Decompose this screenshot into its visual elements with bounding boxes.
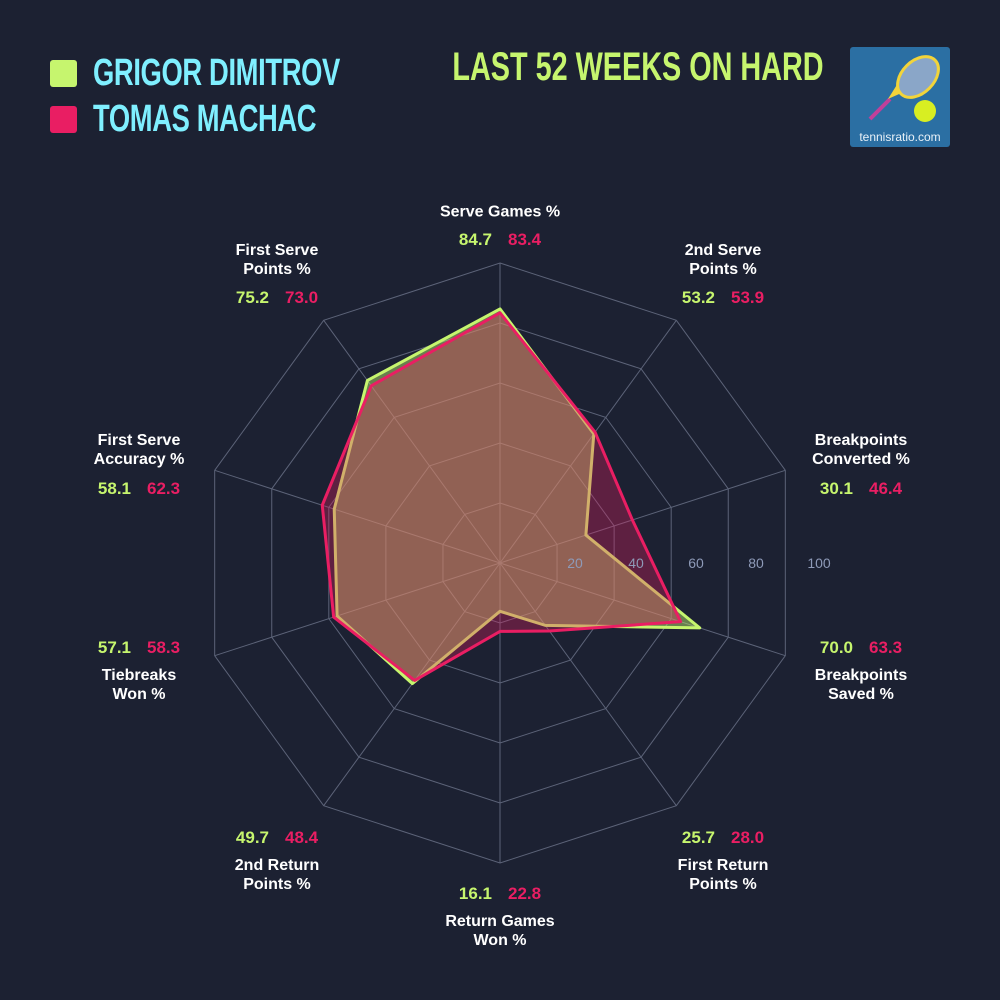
value-dimitrov: 25.7 [681,828,715,847]
tick-label-60: 60 [688,555,704,571]
axis-label-line: Points % [689,261,757,278]
axis-label-line: Converted % [812,451,910,468]
axis-label-line: Tiebreaks [101,667,177,684]
axis-label-3: Breakpoints Converted % [812,431,910,469]
axis-label-line: Saved % [828,686,894,703]
value-dimitrov: 84.7 [458,230,492,249]
value-machac: 62.3 [147,479,181,498]
value-machac: 28.0 [731,828,765,847]
axis-label-line: Return Games [445,913,555,930]
axis-label-4: Breakpoints Saved % [815,666,907,704]
axis-line-10 [323,320,501,564]
value-dimitrov: 57.1 [97,638,131,657]
axis-label-line: 2nd Return [234,857,320,874]
axis-label-line: Serve Games % [439,203,561,221]
axis-label-line: First Return [677,857,769,874]
axis-line-2 [499,320,677,564]
tick-label-100: 100 [807,555,831,571]
axis-label-line: Accuracy % [93,451,185,468]
value-labels-7: 49.7 48.4 [228,828,326,848]
tick-label-80: 80 [748,555,764,571]
axis-label-line: Breakpoints [814,667,908,684]
axis-label-line: Points % [689,876,757,893]
legend-item-2: TOMAS MACHAC [50,96,436,142]
value-labels-3: 30.1 46.4 [812,479,910,499]
value-machac: 22.8 [508,884,542,903]
legend-swatch-2 [50,105,77,133]
axis-label-6: Return Games Won % [445,912,554,950]
legend: GRIGOR DIMITROV TOMAS MACHAC [50,50,436,142]
value-machac: 46.4 [869,479,903,498]
tennisratio-logo: tennisratio.com [850,47,950,147]
legend-label-1: GRIGOR DIMITROV [93,51,340,94]
value-machac: 63.3 [869,638,903,657]
axis-label-7: 2nd Return Points % [235,856,319,894]
value-labels-9: 58.1 62.3 [90,479,188,499]
axis-label-line: Points % [243,876,311,893]
value-dimitrov: 58.1 [97,479,131,498]
axis-line-4 [499,562,786,657]
value-machac: 83.4 [508,230,542,249]
value-dimitrov: 53.2 [681,288,715,307]
axis-label-line: First Serve [235,242,319,259]
value-machac: 53.9 [731,288,765,307]
chart-title: LAST 52 WEEKS ON HARD [452,45,824,89]
value-dimitrov: 75.2 [235,288,269,307]
series-fill-machac [322,312,681,681]
series-area-dimitrov [332,307,702,686]
axis-label-line: First Serve [97,432,181,449]
series-line-machac [320,311,683,682]
axis-line-8 [214,562,501,657]
logo-text: tennisratio.com [859,130,941,144]
value-machac: 58.3 [147,638,181,657]
tick-label-20: 20 [567,555,583,571]
value-dimitrov: 30.1 [819,479,853,498]
legend-item-1: GRIGOR DIMITROV [50,50,436,96]
axis-label-9: First Serve Accuracy % [94,431,185,469]
value-labels-6: 16.1 22.8 [451,884,549,904]
value-machac: 48.4 [285,828,319,847]
value-labels-1: 84.7 83.4 [451,230,549,250]
value-labels-2: 53.2 53.9 [674,288,772,308]
legend-label-2: TOMAS MACHAC [93,97,317,140]
value-labels-10: 75.2 73.0 [228,288,326,308]
racket-ball-icon [868,55,940,122]
tick-label-40: 40 [628,555,644,571]
axis-line-3 [499,469,786,564]
axis-label-2: 2nd Serve Points % [685,241,761,279]
value-dimitrov: 49.7 [235,828,269,847]
value-labels-5: 25.7 28.0 [674,828,772,848]
axis-label-1: Serve Games % [440,203,560,222]
value-labels-8: 57.1 58.3 [90,638,188,658]
axis-label-line: Won % [112,686,166,703]
axis-label-5: First Return Points % [678,856,769,894]
axis-line-5 [499,562,677,806]
value-dimitrov: 16.1 [458,884,492,903]
legend-swatch-1 [50,59,77,87]
value-dimitrov: 70.0 [819,638,853,657]
axis-label-8: Tiebreaks Won % [102,666,176,704]
axis-label-line: Breakpoints [814,432,908,449]
axis-label-line: Won % [473,932,527,949]
axis-label-line: 2nd Serve [684,242,762,259]
axis-line-9 [214,469,501,564]
axis-label-10: First Serve Points % [236,241,319,279]
axis-label-line: Points % [243,261,311,278]
value-machac: 73.0 [285,288,319,307]
value-labels-4: 70.0 63.3 [812,638,910,658]
